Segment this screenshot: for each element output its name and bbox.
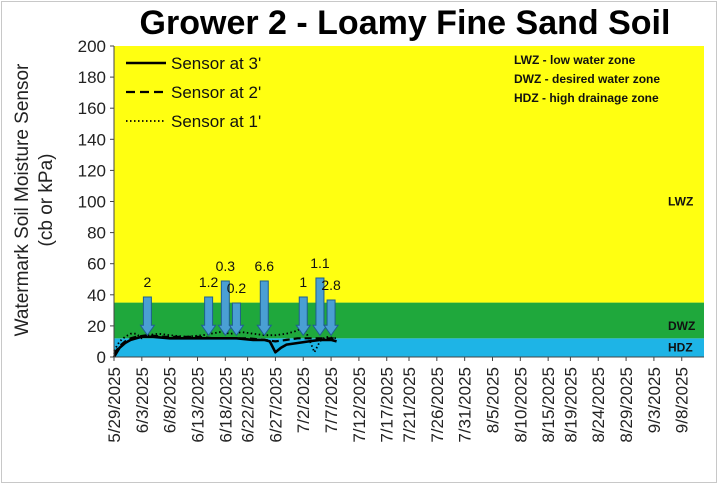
x-tick-label: 7/26/2025 (428, 367, 447, 443)
y-tick-label: 0 (97, 348, 106, 367)
irrigation-amount-label: 2 (143, 274, 151, 290)
x-tick-label: 9/3/2025 (645, 367, 664, 433)
legend-label: Sensor at 1' (171, 112, 261, 131)
zone-key-line: DWZ - desired water zone (514, 72, 660, 86)
y-tick-label: 200 (78, 37, 106, 56)
series-line-dotted (113, 325, 337, 354)
y-tick-label: 160 (78, 99, 106, 118)
irrigation-amount-label: 0.3 (216, 258, 236, 274)
irrigation-amount-label: 0.2 (227, 280, 247, 296)
irrigation-amount-label: 6.6 (255, 258, 275, 274)
irrigation-arrows: 2 1.20.3 0.2 6.6 11.1 2.8 (139, 255, 341, 337)
x-tick-label: 8/29/2025 (617, 367, 636, 443)
x-tick-label: 6/8/2025 (161, 367, 180, 433)
x-tick-label: 8/5/2025 (483, 367, 502, 433)
x-tick-label: 7/17/2025 (378, 367, 397, 443)
x-tick-label: 8/15/2025 (539, 367, 558, 443)
zone-key-line: LWZ - low water zone (514, 53, 636, 67)
x-tick-label: 7/7/2025 (322, 367, 341, 433)
irrigation-amount-label: 1.1 (310, 255, 330, 271)
x-axis: 5/29/2025 6/3/2025 6/8/2025 6/13/2025 6/18/2… (105, 356, 704, 443)
x-tick-label: 6/3/2025 (133, 367, 152, 433)
y-axis-label: Watermark Soil Moisture Sensor (cb or kP… (12, 63, 57, 336)
y-tick-label: 140 (78, 130, 106, 149)
chart-title: Grower 2 - Loamy Fine Sand Soil (140, 4, 671, 42)
y-tick-label: 80 (87, 224, 106, 243)
x-tick-label: 7/2/2025 (294, 367, 313, 433)
y-tick-label: 180 (78, 68, 106, 87)
irrigation-arrow (256, 280, 273, 337)
zone-lwz-band (114, 46, 704, 303)
x-tick-label: 6/22/2025 (239, 367, 258, 443)
irrigation-arrow (323, 299, 340, 337)
series-line-solid (112, 335, 337, 358)
zone-key: LWZ - low water zone DWZ - desired water … (514, 53, 660, 105)
irrigation-arrow (311, 277, 328, 337)
irrigation-amount-label: 1 (299, 274, 307, 290)
irrigation-amount-label: 1.2 (199, 274, 219, 290)
irrigation-arrow (139, 296, 156, 337)
irrigation-arrow (228, 302, 245, 337)
zone-label-lwz: LWZ (668, 195, 693, 209)
irrigation-amount-label: 2.8 (321, 277, 341, 293)
irrigation-arrow (200, 296, 217, 337)
x-tick-label: 8/19/2025 (561, 367, 580, 443)
x-tick-label: 6/13/2025 (188, 367, 207, 443)
x-tick-label: 7/31/2025 (456, 367, 475, 443)
x-tick-label: 8/24/2025 (589, 367, 608, 443)
y-tick-label: 20 (87, 317, 106, 336)
zone-label-dwz: DWZ (668, 319, 695, 333)
zone-labels: HDZ DWZ LWZ (668, 195, 695, 355)
y-axis: 0 20 40 60 80 100 120 140 160 180 200 (78, 37, 115, 367)
y-tick-label: 120 (78, 161, 106, 180)
x-tick-label: 7/12/2025 (350, 367, 369, 443)
y-tick-label: 40 (87, 286, 106, 305)
legend-label: Sensor at 3' (171, 54, 261, 73)
x-tick-label: 6/27/2025 (266, 367, 285, 443)
zone-label-hdz: HDZ (668, 341, 693, 355)
sensor-series (112, 325, 337, 358)
x-tick-label: 5/29/2025 (105, 367, 124, 443)
legend: Sensor at 3' Sensor at 2' Sensor at 1' (126, 54, 261, 131)
irrigation-arrow (217, 280, 234, 337)
zone-dwz-band (114, 302, 704, 339)
y-tick-label: 100 (78, 193, 106, 212)
x-tick-label: 6/18/2025 (216, 367, 235, 443)
y-tick-label: 60 (87, 255, 106, 274)
y-axis-label-line2: (cb or kPa) (36, 154, 57, 247)
y-axis-label-line1: Watermark Soil Moisture Sensor (12, 63, 33, 336)
moisture-zones (114, 46, 704, 357)
x-tick-label: 9/8/2025 (673, 367, 692, 433)
zone-hdz-band (114, 338, 704, 357)
legend-label: Sensor at 2' (171, 83, 261, 102)
x-tick-label: 7/21/2025 (400, 367, 419, 443)
irrigation-arrow (295, 296, 312, 337)
x-tick-label: 8/10/2025 (511, 367, 530, 443)
zone-key-line: HDZ - high drainage zone (514, 91, 659, 105)
series-line-dashed (113, 334, 337, 355)
